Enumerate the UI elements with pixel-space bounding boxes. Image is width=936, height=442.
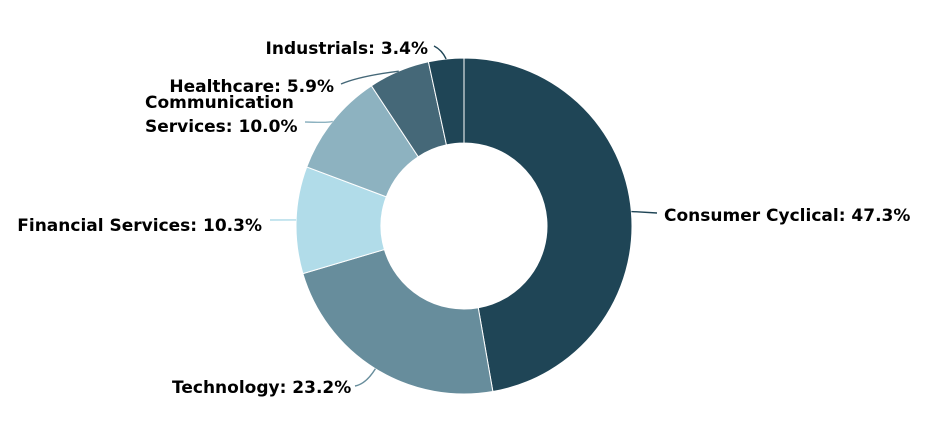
label-communication-services: Communication Services: 10.0% xyxy=(145,93,298,137)
label-line-financial-services-0: Financial Services: 10.3% xyxy=(17,216,262,236)
label-line-technology-0: Technology: 23.2% xyxy=(172,378,351,398)
slice-industrials[interactable] xyxy=(427,57,465,146)
leader-line-industrials xyxy=(433,45,447,60)
label-line-healthcare-0: Healthcare: 5.9% xyxy=(169,77,334,97)
label-industrials: Industrials: 3.4% xyxy=(266,39,428,59)
slice-consumer-cyclical[interactable] xyxy=(463,57,633,393)
label-line-communication-services-1: Services: 10.0% xyxy=(145,117,298,137)
leader-line-healthcare xyxy=(340,70,399,85)
label-line-consumer-cyclical-0: Consumer Cyclical: 47.3% xyxy=(664,206,910,226)
leader-line-communication-services xyxy=(304,120,334,124)
leader-line-technology xyxy=(354,368,376,387)
leaders-group xyxy=(269,45,658,387)
label-line-communication-services-0: Communication xyxy=(145,93,294,113)
label-line-industrials-0: Industrials: 3.4% xyxy=(266,39,428,59)
labels-group: Consumer Cyclical: 47.3% Technology: 23.2… xyxy=(17,39,910,398)
slice-technology[interactable] xyxy=(302,248,494,395)
label-consumer-cyclical: Consumer Cyclical: 47.3% xyxy=(664,206,910,226)
label-technology: Technology: 23.2% xyxy=(172,378,351,398)
label-healthcare: Healthcare: 5.9% xyxy=(169,77,334,97)
slices-group xyxy=(295,57,633,395)
leader-line-consumer-cyclical xyxy=(631,210,658,214)
label-financial-services: Financial Services: 10.3% xyxy=(17,216,262,236)
